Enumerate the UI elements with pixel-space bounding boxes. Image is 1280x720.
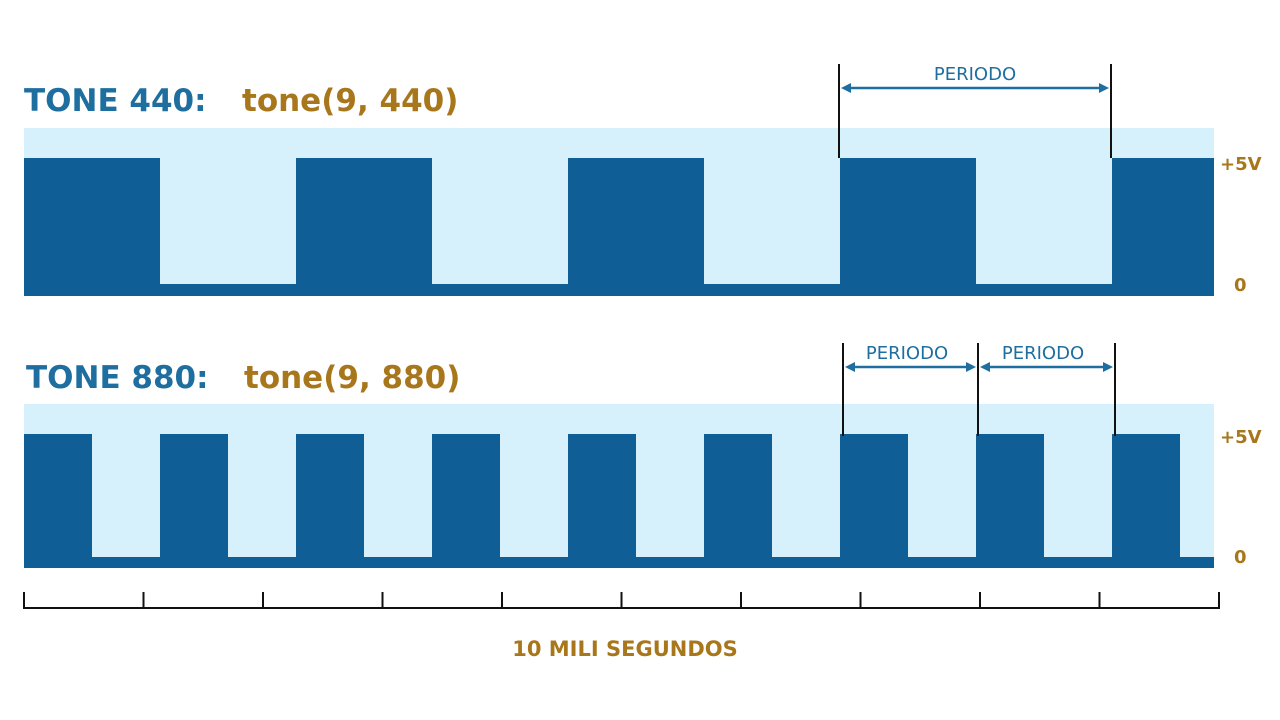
time-scale: 10 MILI SEGUNDOS <box>23 592 1220 661</box>
period-label-2: PERIODO <box>1002 343 1084 364</box>
panel-tone-880: TONE 880: tone(9, 880) +5V 0 PERIODO PER… <box>24 343 1262 568</box>
period-arrow-1-head-right <box>966 362 976 372</box>
tone-880-high-label: +5V <box>1220 427 1262 448</box>
period-arrow-2-head-left <box>980 362 990 372</box>
tone-880-period-markers: PERIODO PERIODO <box>842 343 1116 436</box>
period-label-1: PERIODO <box>866 343 948 364</box>
time-scale-label: 10 MILI SEGUNDOS <box>512 637 738 661</box>
tone-440-low-label: 0 <box>1234 275 1247 296</box>
panel-tone-440: TONE 440: tone(9, 440) +5V 0 PERIODO <box>24 64 1262 296</box>
tone-880-low-label: 0 <box>1234 547 1247 568</box>
period-arrowhead-left <box>841 83 851 93</box>
tone-880-title-prefix: TONE 880: <box>26 360 209 396</box>
tone-440-period-marker: PERIODO <box>838 64 1112 158</box>
tone-440-waveform <box>24 158 1214 296</box>
tone-440-high-label: +5V <box>1220 154 1262 175</box>
period-arrow-2-head-right <box>1103 362 1113 372</box>
period-arrow-1-head-left <box>845 362 855 372</box>
tone-440-title-code: tone(9, 440) <box>242 83 458 119</box>
tone-880-title-code: tone(9, 880) <box>244 360 460 396</box>
tone-440-title-prefix: TONE 440: <box>24 83 207 119</box>
period-arrowhead-right <box>1099 83 1109 93</box>
period-label: PERIODO <box>934 64 1016 85</box>
tone-880-waveform <box>24 434 1214 568</box>
time-scale-ticks <box>23 592 1220 609</box>
